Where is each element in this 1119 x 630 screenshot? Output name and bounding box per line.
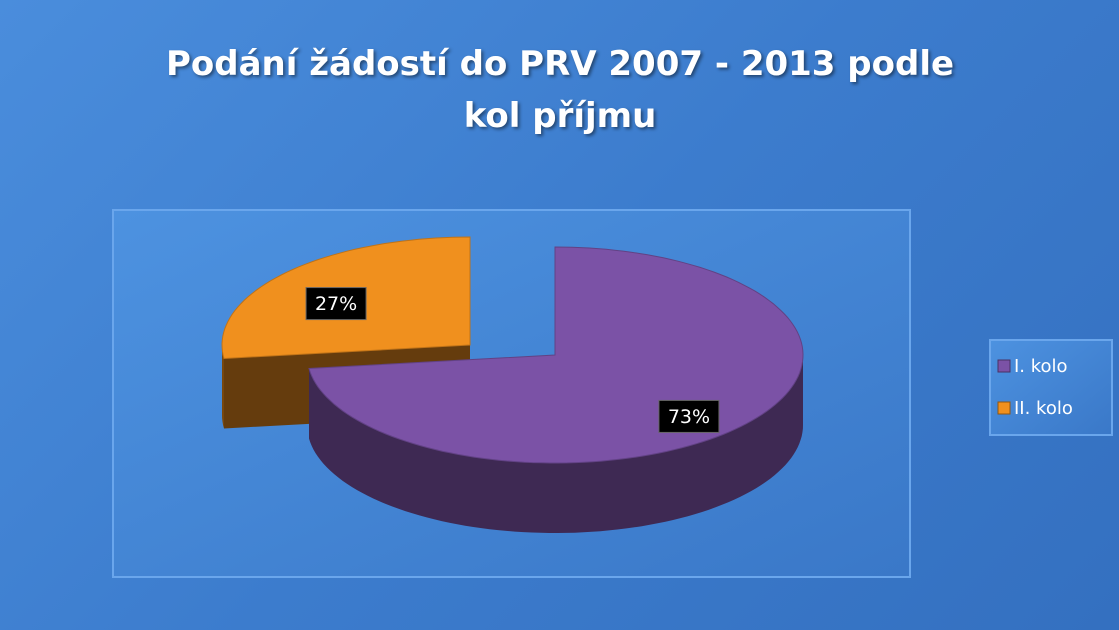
legend-label: I. kolo	[1014, 356, 1068, 377]
data-label: 73%	[668, 406, 710, 428]
legend-swatch	[997, 359, 1011, 373]
chart-title: Podání žádostí do PRV 2007 - 2013 podle …	[165, 44, 955, 136]
data-label-box	[305, 287, 367, 321]
data-label: 27%	[315, 293, 357, 315]
slice-side	[222, 345, 224, 429]
legend-label: II. kolo	[1014, 398, 1073, 419]
legend-swatch	[997, 401, 1011, 415]
data-label-box	[658, 399, 720, 433]
slice-side	[309, 355, 803, 533]
legend-box	[989, 339, 1113, 436]
